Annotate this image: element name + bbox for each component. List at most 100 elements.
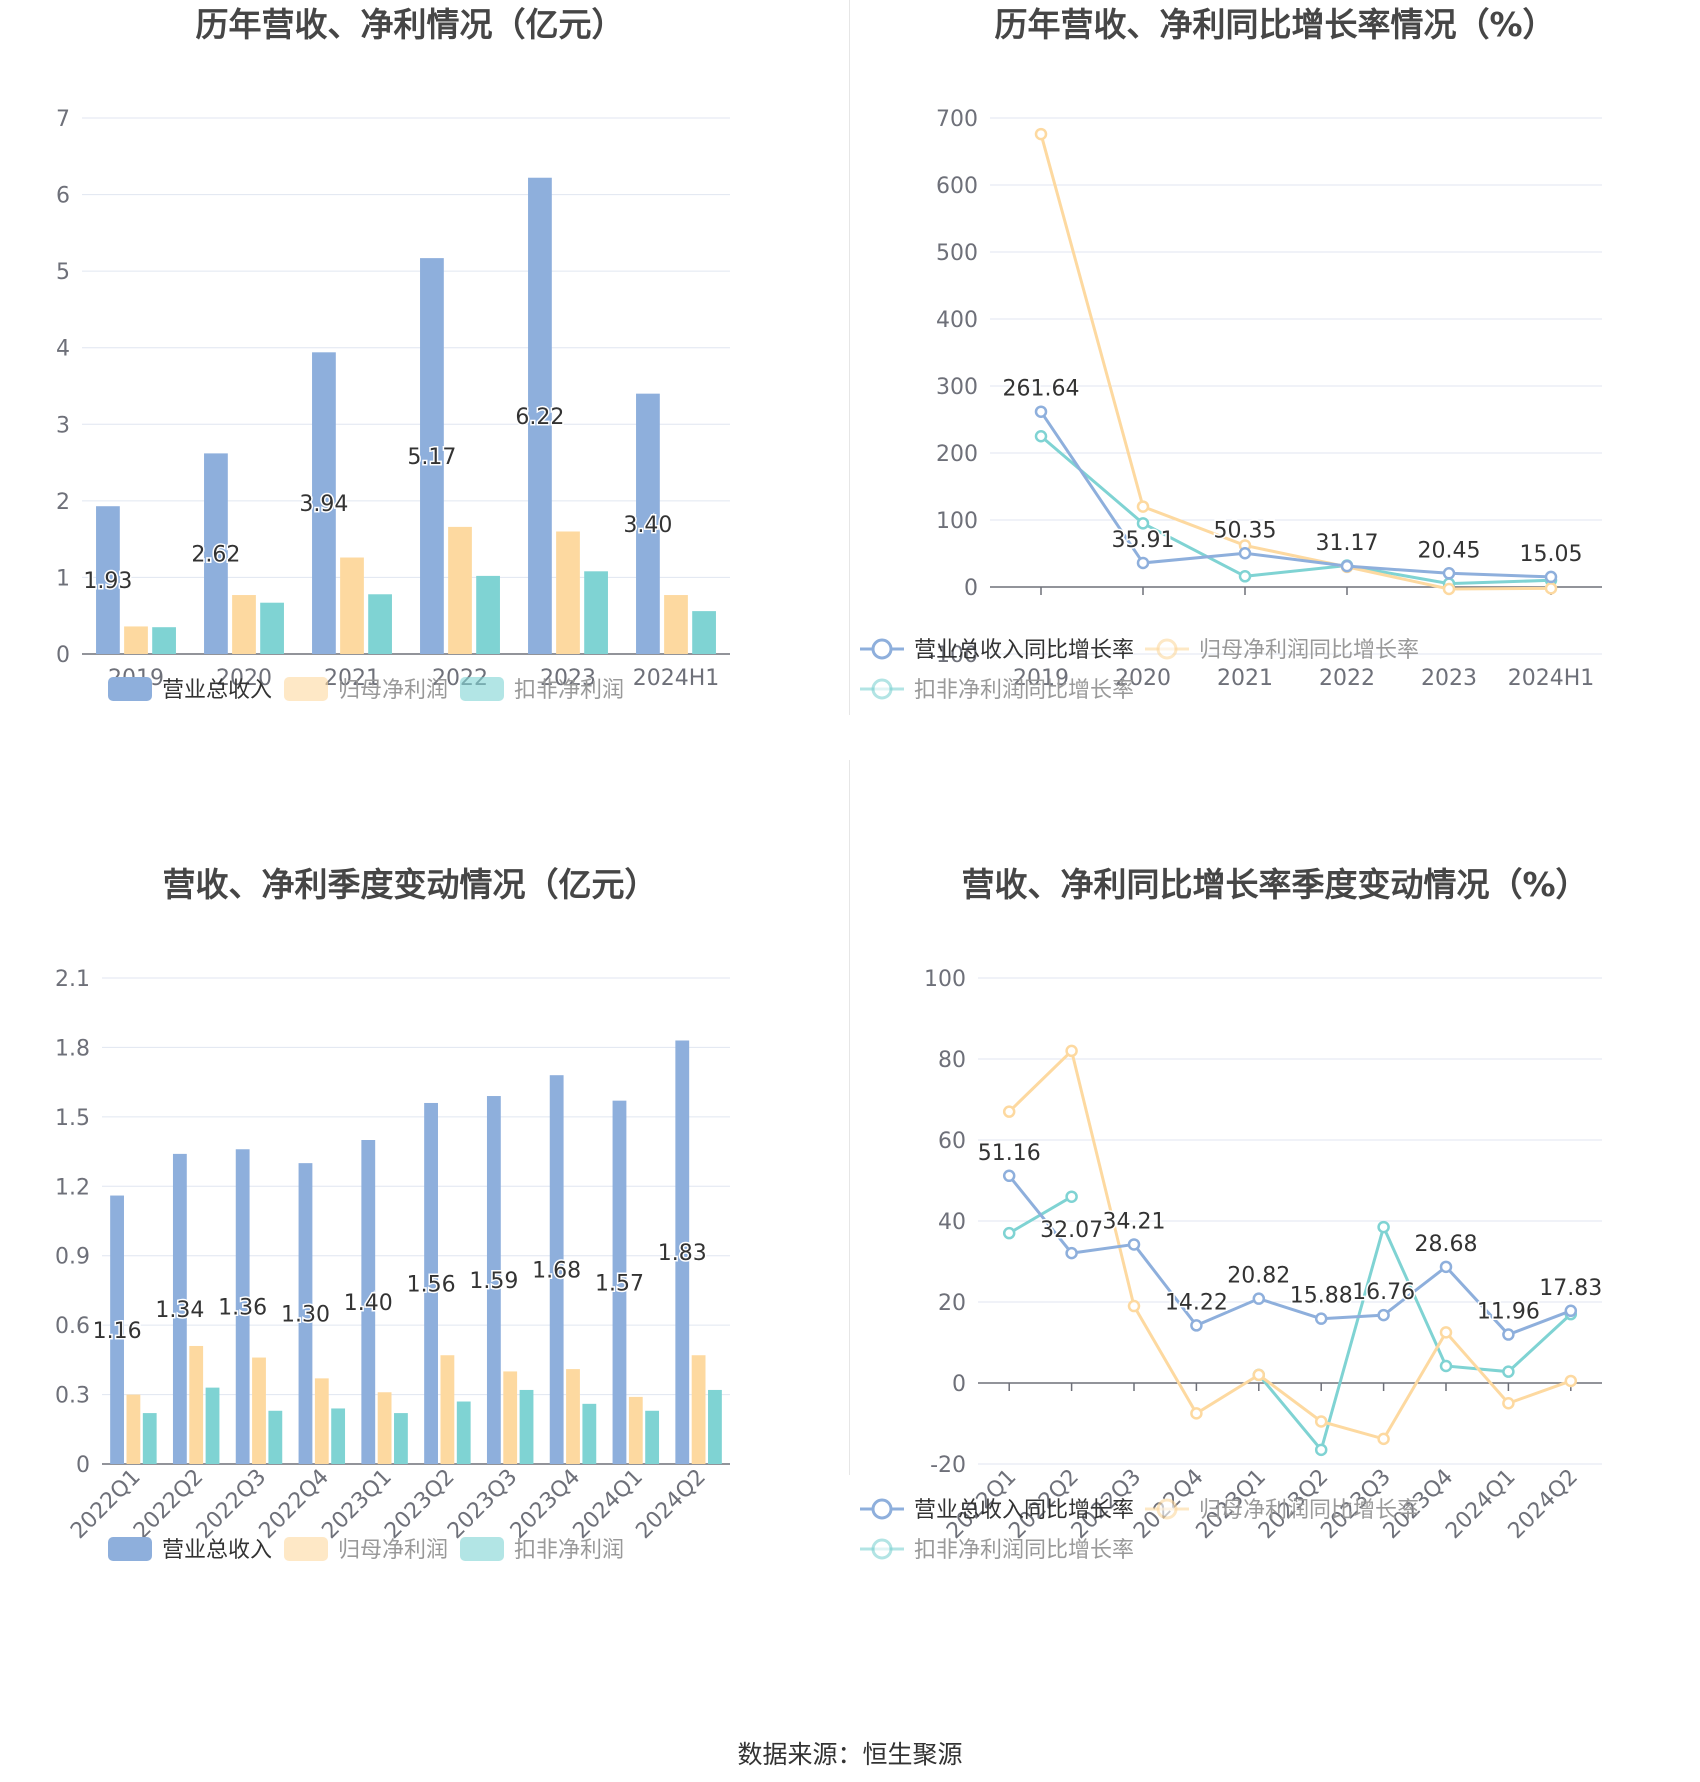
series-line xyxy=(1040,435,1552,586)
bar xyxy=(675,1040,690,1464)
bar xyxy=(204,453,228,654)
legend-label: 归母净利润 xyxy=(338,1538,448,1563)
bar xyxy=(368,594,392,654)
x-tick-label: 2024Q2 xyxy=(631,1465,710,1544)
y-tick-label: 0.6 xyxy=(55,1314,90,1339)
data-label: 32.07 xyxy=(1040,1218,1103,1243)
legend-swatch xyxy=(108,677,152,701)
data-label: 1.34 xyxy=(155,1298,204,1323)
data-point xyxy=(1002,1105,1016,1118)
legend-label: 营业总收入 xyxy=(162,1538,272,1563)
data-label: 51.16 xyxy=(978,1141,1041,1166)
data-label: 34.21 xyxy=(1103,1209,1166,1234)
data-label: 11.96 xyxy=(1477,1300,1540,1325)
data-label: 3.94 xyxy=(299,492,348,517)
data-label: 1.40 xyxy=(344,1291,393,1316)
y-tick-label: 80 xyxy=(938,1048,966,1073)
data-point xyxy=(1439,1359,1453,1373)
bar xyxy=(424,1102,438,1464)
legend-label: 营业总收入同比增长率 xyxy=(914,1498,1134,1523)
bar xyxy=(110,1195,124,1464)
y-tick-label: 2.1 xyxy=(55,967,90,992)
data-point xyxy=(1314,1443,1328,1457)
bar xyxy=(692,611,716,654)
legend-label: 扣非净利润同比增长率 xyxy=(914,1538,1134,1563)
quarterly-growth-panel: 营收、净利同比增长率季度变动情况（%） -20 0 20 40 60 80 100 2022Q… xyxy=(850,860,1700,1720)
legend-marker xyxy=(871,1498,893,1520)
data-source-note: 数据来源：恒生聚源 xyxy=(737,1740,963,1769)
bar xyxy=(420,258,444,654)
annual-growth-chart: -100 0 100 200 300 400 500 600 700 2019 2020 2021 20… xyxy=(860,107,1602,703)
bar xyxy=(636,393,660,654)
data-point xyxy=(1034,405,1048,418)
y-tick-label: 100 xyxy=(924,967,966,992)
y-tick-label: 2 xyxy=(56,490,70,515)
data-label: 17.83 xyxy=(1539,1276,1602,1301)
data-point xyxy=(1136,556,1150,570)
y-tick-label: 500 xyxy=(936,241,978,266)
data-label: 1.56 xyxy=(407,1272,456,1297)
bar xyxy=(708,1389,722,1464)
bar xyxy=(340,557,364,654)
y-tick-label: 700 xyxy=(936,107,978,132)
legend-swatch xyxy=(108,1537,152,1561)
legend-label: 营业总收入 xyxy=(162,678,272,703)
x-tick-label: 2024H1 xyxy=(1508,666,1595,691)
y-tick-label: 5 xyxy=(56,260,70,285)
y-tick-label: 6 xyxy=(56,184,70,209)
bar xyxy=(486,1096,501,1464)
data-label: 31.17 xyxy=(1316,531,1379,556)
bar xyxy=(268,1410,283,1464)
bar xyxy=(628,1396,643,1464)
data-label: 261.64 xyxy=(1003,377,1080,402)
data-point xyxy=(1190,1319,1203,1332)
bar xyxy=(584,571,608,654)
data-label: 2.62 xyxy=(191,543,240,568)
quarterly-revenue-profit-panel: 营收、净利季度变动情况（亿元） 0 0.3 0.6 0.9 1.2 1.5 1.8 2.1 20… xyxy=(0,860,850,1720)
y-tick-label: 0 xyxy=(76,1453,90,1478)
data-point xyxy=(1439,1260,1453,1274)
series-line xyxy=(1257,1222,1572,1453)
x-tick-label: 2020 xyxy=(1115,666,1171,691)
data-point xyxy=(1136,500,1150,513)
data-label: 16.76 xyxy=(1352,1280,1415,1305)
data-point xyxy=(1065,1246,1078,1260)
legend-marker xyxy=(1156,638,1178,660)
quarterly-revenue-profit-chart: 00.30.60.91.21.51.82.12022Q12022Q22022Q3… xyxy=(55,967,730,1563)
data-label: 14.22 xyxy=(1165,1290,1228,1315)
annual-revenue-profit-chart: 01234567201920202021202220232024H11.932.… xyxy=(56,107,730,703)
chart-title: 历年营收、净利情况（亿元） xyxy=(195,5,625,44)
bar xyxy=(205,1387,220,1464)
data-point xyxy=(1002,1226,1016,1240)
legend-label: 归母净利润 xyxy=(338,678,448,703)
x-tick-label: 2023 xyxy=(1421,666,1477,691)
data-point xyxy=(1065,1044,1078,1058)
data-label: 1.16 xyxy=(93,1319,142,1344)
y-tick-label: 4 xyxy=(56,337,70,362)
bar xyxy=(691,1355,706,1464)
data-point xyxy=(1377,1432,1390,1446)
bar xyxy=(664,595,688,654)
quarterly-growth-chart: -200204060801002022Q12022Q22022Q32022Q42… xyxy=(860,967,1604,1563)
y-tick-label: 0.3 xyxy=(55,1384,90,1409)
bar xyxy=(124,626,148,654)
y-tick-label: 1 xyxy=(56,566,70,591)
chart-title: 营收、净利同比增长率季度变动情况（%） xyxy=(961,865,1589,904)
annual-revenue-profit-panel: 历年营收、净利情况（亿元） 01234567201920202021202220… xyxy=(0,0,850,860)
data-point xyxy=(1564,1304,1578,1318)
bar xyxy=(394,1413,408,1464)
y-tick-label: 0.9 xyxy=(55,1245,90,1270)
data-label: 15.05 xyxy=(1520,542,1583,567)
y-tick-label: 7 xyxy=(56,107,70,132)
data-label: 35.91 xyxy=(1112,528,1175,553)
data-label: 5.17 xyxy=(407,445,456,470)
y-tick-label: 1.5 xyxy=(55,1106,90,1131)
bar xyxy=(476,575,500,654)
bar xyxy=(503,1371,518,1464)
data-point xyxy=(1034,430,1048,443)
legend-label: 归母净利润同比增长率 xyxy=(1199,1498,1419,1523)
bar xyxy=(377,1392,392,1464)
legend-swatch xyxy=(460,677,504,701)
data-point xyxy=(1502,1328,1515,1341)
data-label: 15.88 xyxy=(1290,1284,1353,1309)
